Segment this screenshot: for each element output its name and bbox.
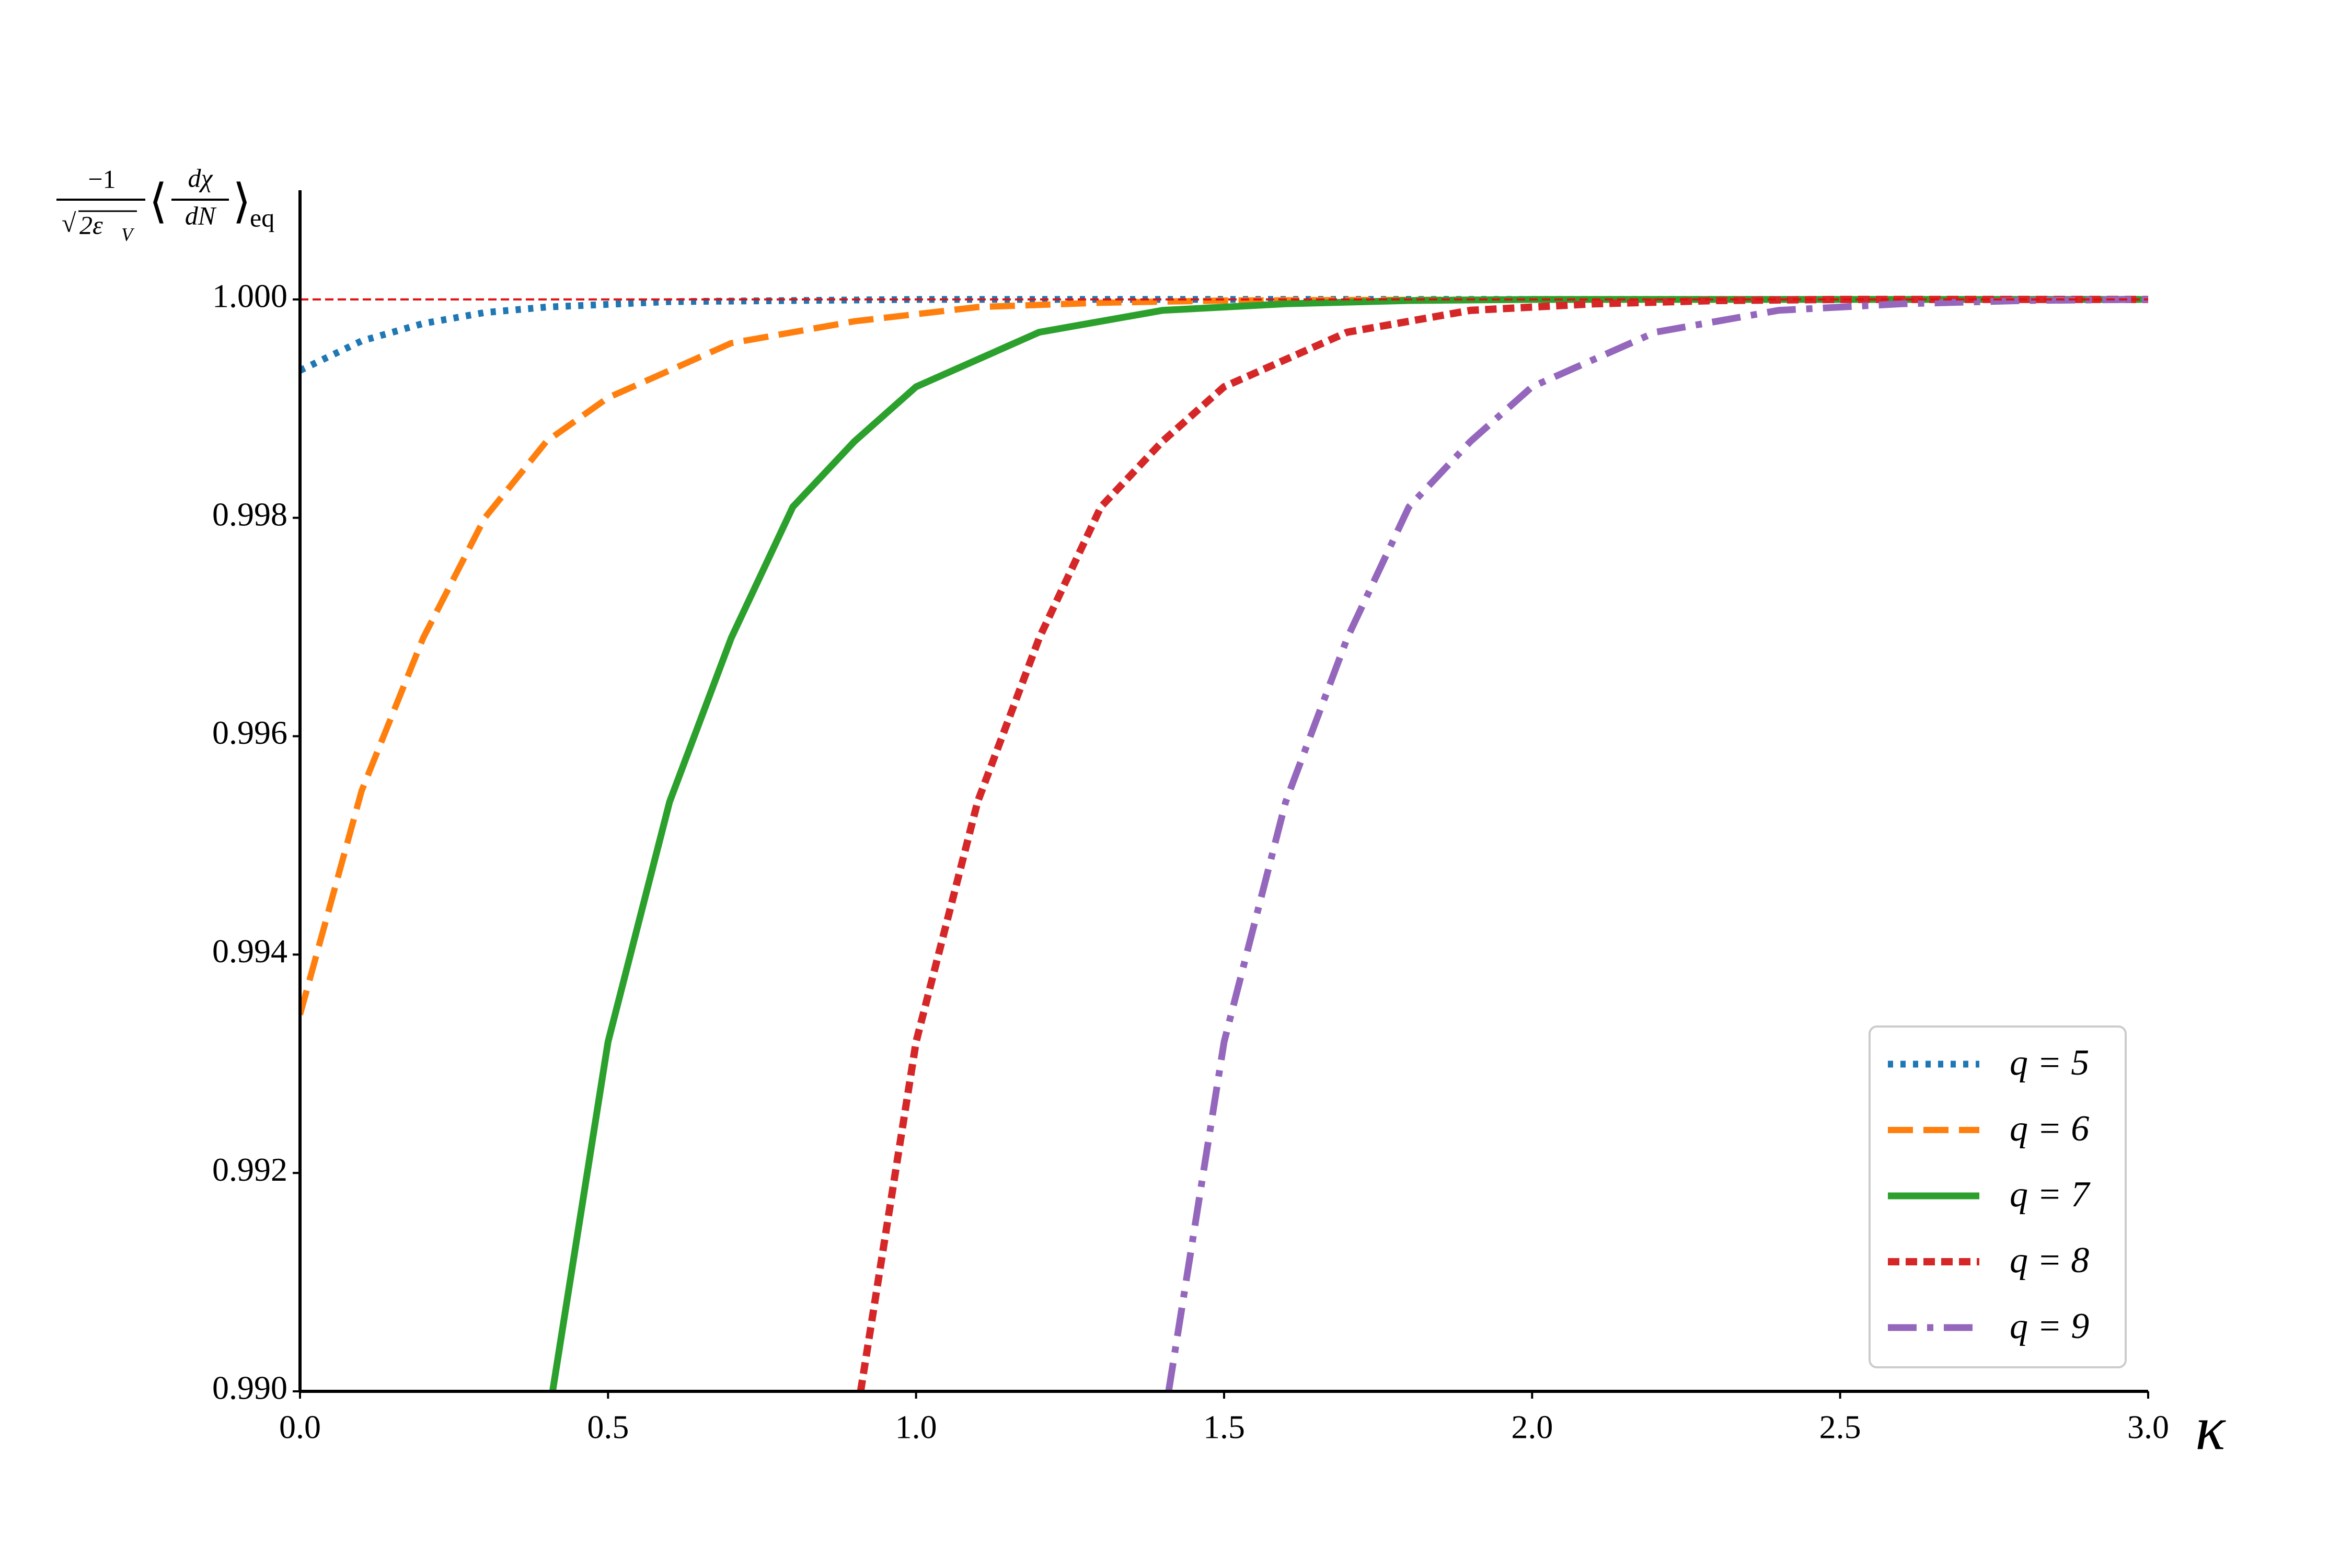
y-label-part: √ bbox=[62, 208, 76, 237]
y-axis-label: −1 √ 2ε V ⟨ dχ dN ⟩ eq bbox=[56, 163, 274, 245]
line-series bbox=[857, 295, 2148, 1391]
legend-label: q = 8 bbox=[2010, 1240, 2089, 1281]
x-tick-label: 0.5 bbox=[587, 1409, 629, 1446]
legend-box bbox=[1869, 1025, 2127, 1368]
line-series bbox=[300, 296, 2148, 1016]
legend-label: q = 7 bbox=[2010, 1174, 2091, 1215]
line-series bbox=[1165, 296, 2148, 1391]
y-label-part: dN bbox=[185, 201, 217, 230]
y-tick-label: 0.998 bbox=[212, 495, 287, 533]
legend-label: q = 6 bbox=[2010, 1109, 2089, 1149]
y-label-part: 2ε bbox=[79, 210, 103, 239]
y-label-part: ⟨ bbox=[149, 176, 167, 228]
x-tick-label: 2.0 bbox=[1511, 1409, 1553, 1446]
y-tick-label: 0.996 bbox=[212, 714, 287, 751]
x-tick-label: 1.5 bbox=[1203, 1409, 1245, 1446]
y-label-part: V bbox=[121, 224, 135, 245]
x-tick-label: 0.0 bbox=[279, 1409, 321, 1446]
x-tick-label: 3.0 bbox=[2127, 1409, 2169, 1446]
y-tick-label: 0.994 bbox=[212, 932, 287, 970]
y-tick-label: 0.992 bbox=[212, 1151, 287, 1188]
legend-label: q = 5 bbox=[2010, 1043, 2089, 1083]
y-tick-label: 0.990 bbox=[212, 1369, 287, 1406]
y-label-part: ⟩ bbox=[233, 176, 251, 228]
y-label-part: −1 bbox=[88, 164, 116, 193]
y-tick-label: 1.000 bbox=[212, 278, 287, 315]
y-label-part: dχ bbox=[188, 163, 214, 192]
x-tick-label: 2.5 bbox=[1819, 1409, 1861, 1446]
x-axis-label: κ bbox=[2195, 1393, 2226, 1463]
x-tick-label: 1.0 bbox=[895, 1409, 937, 1446]
y-label-part: eq bbox=[250, 203, 274, 232]
legend-label: q = 9 bbox=[2010, 1306, 2089, 1346]
